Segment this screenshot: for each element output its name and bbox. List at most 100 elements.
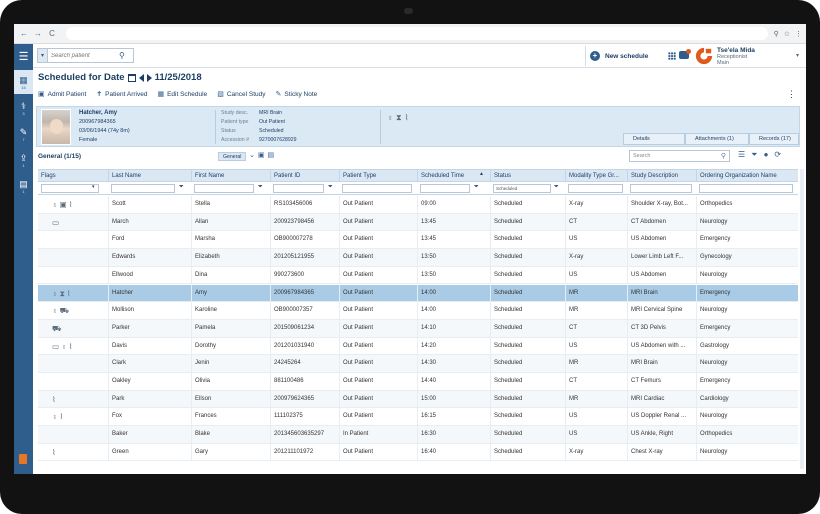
first-name-filter[interactable] [194, 184, 254, 193]
chevron-down-icon[interactable]: ▾ [92, 184, 95, 190]
column-header-status[interactable]: Status [490, 170, 565, 182]
table-row[interactable]: ♁ ▣ ⌇ Scott Stella RS103456006 Out Patient 09:0… [38, 196, 798, 214]
last-name-filter[interactable] [111, 184, 175, 193]
grid-search-input[interactable]: Search ⚲ [629, 150, 730, 162]
column-header-modality[interactable]: Modality Type Gr... [565, 170, 627, 182]
filter-icon[interactable]: ⏷ [328, 184, 333, 190]
vertical-scrollbar[interactable] [800, 169, 804, 469]
sidebar-item-upload[interactable]: ⇪ 1 [14, 148, 33, 172]
column-header-first-name[interactable]: First Name [191, 170, 270, 182]
sidebar-item-reports[interactable]: ▤ 1 [14, 174, 33, 198]
table-row[interactable]: ⛟ Parker Pamela 201509061234 Out Patient 14:1… [38, 319, 798, 338]
patient-id-filter[interactable] [273, 184, 324, 193]
table-row[interactable]: Edwards Elizabeth 201205121955 Out Patient 1… [38, 249, 798, 267]
tab-records[interactable]: Records (17) [749, 133, 799, 145]
key-icon[interactable]: ⚲ [773, 30, 779, 38]
star-icon[interactable]: ☆ [783, 30, 790, 38]
clip-icon[interactable]: ⌇ [66, 288, 71, 298]
clip-icon[interactable]: ⌇ [59, 412, 64, 422]
column-list-icon[interactable]: ☰ [738, 150, 746, 159]
table-row[interactable]: Ellwood Dina 990273600 Out Patient 13:50 Sche… [38, 266, 798, 285]
forward-icon[interactable]: → [34, 29, 42, 38]
column-header-patient-id[interactable]: Patient ID [270, 170, 339, 182]
patient-arrived-button[interactable]: ✝ Patient Arrived [96, 90, 147, 99]
table-row[interactable]: ▭ ♁ ⌇ Davis Dorothy 201201031940 Out Patient 14… [38, 337, 798, 356]
column-header-flags[interactable]: Flags [41, 173, 56, 179]
clip-icon[interactable]: ⌇ [52, 447, 56, 457]
scheduled-time-filter[interactable] [420, 184, 470, 193]
search-input[interactable] [48, 52, 116, 59]
clip-icon[interactable]: ⌇ [68, 341, 73, 351]
stethoscope-icon[interactable]: ♁ [52, 288, 58, 298]
user-menu-chevron-icon[interactable]: ▾ [796, 53, 800, 59]
filter-icon[interactable]: ⏷ [554, 184, 559, 190]
new-schedule-button[interactable]: + New schedule [590, 51, 648, 61]
column-header-scheduled-time[interactable]: Scheduled Time [417, 170, 490, 182]
search-icon[interactable]: ⚲ [119, 51, 125, 60]
patient-search[interactable]: ▾ ⚲ [37, 48, 134, 63]
clip-icon[interactable]: ⌇ [52, 394, 56, 404]
browser-menu-icon[interactable]: ⋮ [795, 30, 802, 38]
table-row[interactable]: Oakley Olivia 881100486 Out Patient 14:40 Sch… [38, 373, 798, 391]
ordering-org-filter[interactable] [699, 184, 793, 193]
table-row[interactable]: ♁ ⌇ Fox Frances 111102375 Out Patient 16:15 Sch… [38, 408, 798, 427]
address-bar[interactable] [66, 27, 768, 40]
chevron-down-icon[interactable]: ⌄ [249, 152, 255, 159]
sidebar-item-schedule[interactable]: ▦ 15 [14, 70, 33, 94]
filter-icon[interactable]: ⏷ [258, 184, 263, 190]
column-header-patient-type[interactable]: Patient Type [339, 170, 417, 182]
sticky-note-button[interactable]: ✎ Sticky Note [276, 90, 318, 99]
chat-icon[interactable] [679, 51, 689, 59]
patient-type-filter[interactable] [342, 184, 412, 193]
column-header-study-description[interactable]: Study Description [627, 170, 696, 182]
monitor-icon[interactable]: ▭ [52, 341, 60, 351]
table-row[interactable]: ♁ ⧗ ⌇ Hatcher Amy 200967984365 Out Patient 14:0… [38, 284, 798, 303]
refresh-icon[interactable]: ⟳ [774, 150, 782, 159]
monitor-icon[interactable]: ▭ [52, 217, 60, 227]
column-header-last-name[interactable]: Last Name [108, 170, 191, 182]
sidebar-item-worklist[interactable]: ✎ 7 [14, 122, 33, 146]
reload-icon[interactable]: C [49, 29, 55, 38]
table-row[interactable]: Ford Marsha OB900007278 Out Patient 13:45 Sch… [38, 231, 798, 250]
edit-schedule-button[interactable]: ▦ Edit Schedule [157, 90, 207, 99]
filter-icon[interactable]: ⏷ [474, 184, 479, 190]
tab-attachments[interactable]: Attachments (1) [685, 133, 749, 145]
stethoscope-icon[interactable]: ♁ [52, 200, 58, 209]
table-row[interactable]: Clark Jenin 24245264 Out Patient 14:30 Schedu… [38, 355, 798, 373]
column-header-ordering-org[interactable]: Ordering Organization Name [696, 170, 798, 182]
info-icon[interactable]: ● [763, 150, 769, 159]
study-description-filter[interactable] [630, 184, 692, 193]
document-icon[interactable] [19, 454, 27, 464]
back-icon[interactable]: ← [20, 29, 28, 38]
table-row[interactable]: Baker Blake 201345603635297 In Patient 16:30… [38, 426, 798, 444]
badge-icon[interactable]: ▣ [59, 200, 67, 209]
clear-filter-icon[interactable]: ⏷ [751, 150, 758, 159]
status-filter[interactable]: Scheduled [493, 184, 551, 193]
next-date-icon[interactable] [146, 73, 152, 82]
apps-grid-icon[interactable] [668, 52, 676, 60]
search-icon[interactable]: ⚲ [720, 153, 726, 160]
calendar-icon[interactable] [127, 73, 136, 82]
hourglass-icon[interactable]: ⧗ [59, 288, 65, 298]
modality-filter[interactable] [568, 184, 623, 193]
car-icon[interactable]: ⛟ [59, 306, 70, 316]
table-row[interactable]: ♁ ⛟ Mollison Karoline OB900007357 Out Patient… [38, 302, 798, 320]
previous-date-icon[interactable] [138, 73, 144, 82]
tab-details[interactable]: Details [623, 133, 685, 145]
flags-filter[interactable] [41, 184, 99, 193]
selected-date[interactable]: 11/25/2018 [154, 72, 202, 83]
save-icon[interactable]: ▣ [257, 152, 265, 159]
table-row[interactable]: ▭ March Allan 200923798456 Out Patient 13:45 S… [38, 213, 798, 232]
more-options-icon[interactable]: ⋮ [787, 89, 796, 99]
admit-patient-button[interactable]: ▣ Admit Patient [38, 90, 86, 99]
filter-icon[interactable]: ⏷ [179, 184, 184, 190]
stethoscope-icon[interactable]: ♁ [52, 412, 58, 422]
table-row[interactable]: ⌇ Park Ellson 200979624365 Out Patient 15:00 S… [38, 390, 798, 409]
table-row[interactable]: ⌇ Green Gary 201211101972 Out Patient 16:40 Sc… [38, 443, 798, 462]
stethoscope-icon[interactable]: ♁ [52, 306, 58, 316]
view-selector[interactable]: General [218, 152, 247, 161]
stethoscope-icon[interactable]: ♁ [61, 341, 67, 351]
cancel-study-button[interactable]: ▧ Cancel Study [217, 90, 265, 99]
save-as-icon[interactable]: ▤ [267, 152, 275, 159]
clip-icon[interactable]: ⌇ [68, 200, 73, 209]
